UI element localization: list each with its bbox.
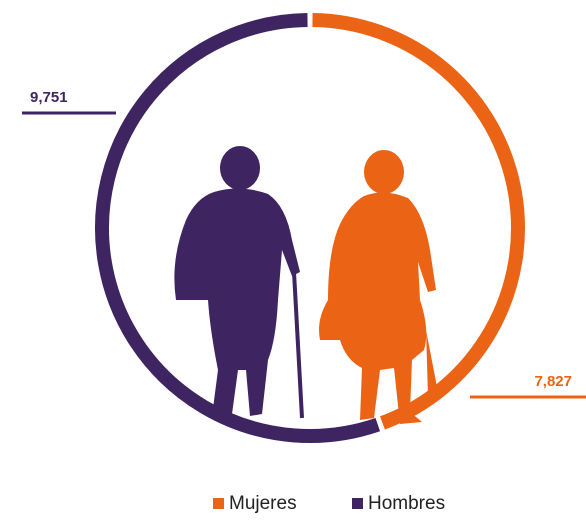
legend-swatch: [213, 498, 224, 509]
legend-label: Hombres: [368, 493, 445, 514]
donut-segment: [95, 13, 381, 443]
legend: Mujeres Hombres: [213, 493, 445, 514]
silhouette-man: [174, 146, 304, 419]
silhouette-woman: [319, 150, 438, 424]
labels: 7,827 9,751: [22, 89, 586, 399]
donut: [95, 13, 525, 443]
donut-segment: [312, 13, 525, 430]
value-label: 9,751: [30, 89, 68, 106]
legend-label: Mujeres: [229, 493, 297, 514]
value-label: 7,827: [534, 373, 572, 390]
legend-swatch: [352, 498, 363, 509]
